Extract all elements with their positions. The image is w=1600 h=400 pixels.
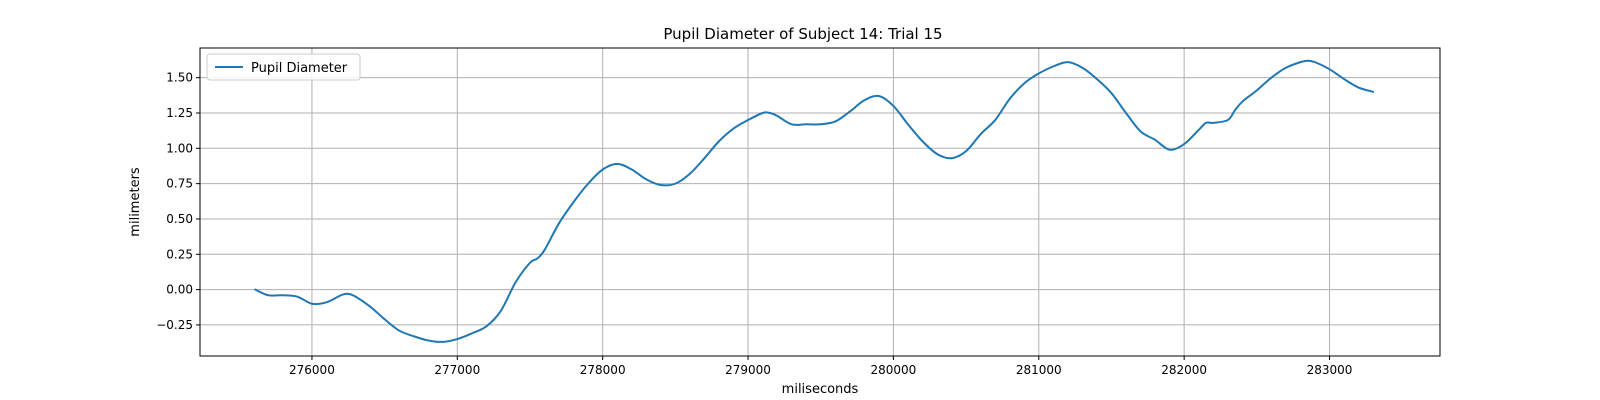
x-axis-label: miliseconds — [782, 382, 859, 397]
line-layer — [254, 59, 1375, 343]
ticks-layer: 276000 277000 278000 279000 280000 281000 2820… — [156, 71, 1352, 377]
x-tick-label: 282000 — [1161, 363, 1207, 377]
legend-box — [206, 53, 361, 81]
x-tick-label: 276000 — [289, 363, 335, 377]
x-tick-label: 283000 — [1307, 363, 1353, 377]
y-tick-label: 0.00 — [166, 283, 193, 297]
x-tick-label: 277000 — [434, 363, 480, 377]
legend: Pupil Diameter — [206, 53, 361, 81]
x-tick-label: 280000 — [871, 363, 917, 377]
x-tick-label: 279000 — [725, 363, 771, 377]
y-axis-label: milimeters — [128, 167, 143, 237]
x-tick-label: 281000 — [1016, 363, 1062, 377]
y-tick-label: −0.25 — [156, 318, 193, 332]
legend-entry-pupil-diameter: Pupil Diameter — [251, 61, 348, 76]
x-tick-label: 278000 — [580, 363, 626, 377]
chart-title: Pupil Diameter of Subject 14: Trial 15 — [663, 25, 942, 43]
plot-frame — [199, 47, 1441, 357]
series-line-pupil-diameter — [254, 59, 1375, 343]
y-tick-label: 1.25 — [166, 106, 193, 120]
y-tick-label: 1.50 — [166, 71, 193, 85]
y-tick-label: 0.75 — [166, 177, 193, 191]
y-tick-label: 0.50 — [166, 212, 193, 226]
grid-layer — [200, 48, 1440, 356]
y-tick-label: 0.25 — [166, 247, 193, 261]
y-tick-label: 1.00 — [166, 141, 193, 155]
